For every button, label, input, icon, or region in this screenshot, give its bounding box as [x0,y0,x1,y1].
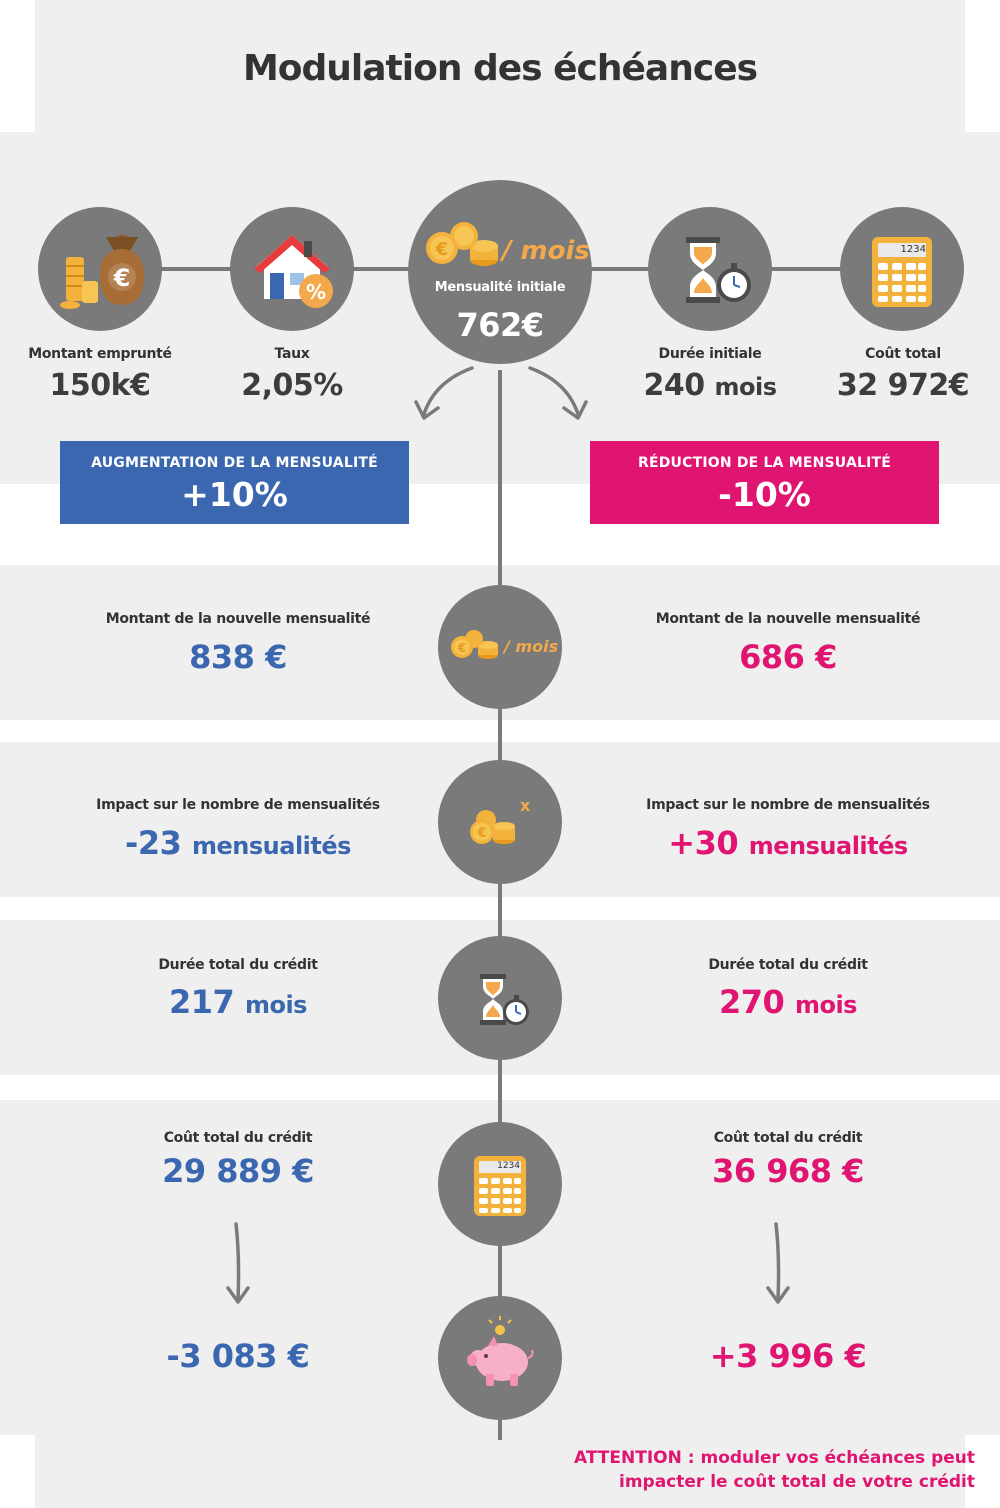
piggy-bank-icon [467,1316,534,1386]
page-title: Modulation des échéances [242,48,758,89]
row-impact-mark: x [520,796,531,815]
arrow-down-right [766,1222,790,1304]
svg-text:€: € [113,264,131,292]
row-impact-circle: € x [438,760,562,884]
warning-text: ATTENTION : moduler vos échéances peut i… [470,1446,975,1494]
mensualite-value: 762€ [456,306,544,344]
arrow-left-curved [414,366,474,420]
house-percent-icon: % [254,235,333,308]
coins-icon: € [451,630,498,659]
warning-line-1: ATTENTION : moduler vos échéances peut [470,1446,975,1470]
row-impact-right-value: +30 mensualités [600,824,976,862]
duree-circle [648,207,772,331]
warning-line1-text: moduler vos échéances peut [700,1448,975,1468]
row-impact-right-number: +30 [668,824,739,862]
row-impact-left-label: Impact sur le nombre de mensualités [96,797,380,813]
coins-multiply-icon: € [470,810,515,844]
warning-prefix: ATTENTION : [573,1448,695,1468]
hourglass-icon [480,974,529,1025]
svg-text:€: € [476,826,486,841]
arrow-right-curved [528,366,588,420]
row-cout-calculator-display: 1234 [497,1161,520,1171]
row-savings-circle [438,1296,562,1420]
row-cout-right-label: Coût total du crédit [713,1130,863,1146]
right-header-title: RÉDUCTION DE LA MENSUALITÉ [637,455,892,471]
title-background [35,0,965,132]
warning-panel [35,1435,965,1508]
hourglass-icon [686,237,751,303]
right-header-box: RÉDUCTION DE LA MENSUALITÉ -10% [590,441,939,524]
row-mensualite-left-label: Montant de la nouvelle mensualité [105,611,371,627]
cout-circle [840,207,964,331]
duree-unit: mois [714,373,778,401]
duree-number: 240 [643,368,705,403]
svg-text:€: € [457,641,466,655]
row-duree-left-label: Durée total du crédit [158,957,318,973]
row-cout-left-label: Coût total du crédit [163,1130,313,1146]
svg-text:€: € [435,239,449,260]
row-mensualite-right-label: Montant de la nouvelle mensualité [655,611,921,627]
row-cout-circle: 1234 [438,1122,562,1246]
row-duree-left-number: 217 [169,983,235,1021]
left-header-value: +10% [181,475,288,514]
row-impact-right-unit: mensualités [748,832,908,860]
row-mensualite-unit: / mois [504,637,559,656]
taux-circle: % [230,207,354,331]
row-cout-right-value: 36 968 € [712,1152,864,1190]
calculator-icon [872,237,932,307]
mensualite-circle: € [408,180,592,364]
mensualite-unit: / mois [502,236,590,266]
row-impact-left-unit: mensualités [192,832,351,860]
calculator-icon [474,1156,526,1216]
row-cout-left-value: 29 889 € [162,1152,314,1190]
coins-icon: € [426,222,498,266]
montant-circle: € [38,207,162,331]
right-header-value: -10% [718,475,811,514]
cout-calculator-display: 1234 [900,244,926,255]
center-vertical-line [498,370,502,1440]
taux-label: Taux [274,346,310,362]
row-duree-circle [438,936,562,1060]
row-duree-right-value: 270 mois [600,983,976,1021]
row-savings-left-value: -3 083 € [166,1337,310,1375]
row-impact-left-number: -23 [125,824,182,862]
row-duree-left-unit: mois [244,991,308,1019]
arrow-down-left [226,1222,250,1304]
cout-label: Coût total [865,346,941,362]
row-mensualite-circle: € / mois [438,585,562,709]
svg-text:%: % [306,280,326,304]
warning-line-2: impacter le coût total de votre crédit [619,1472,975,1492]
taux-value: 2,05% [241,368,343,403]
row-mensualite-right-value: 686 € [739,638,837,676]
row-duree-right-label: Durée total du crédit [708,957,868,973]
duree-value: 240 mois [610,368,810,403]
row-duree-right-unit: mois [794,991,858,1019]
montant-label: Montant emprunté [28,346,172,362]
row-duree-right-number: 270 [719,983,785,1021]
cout-value: 32 972€ [836,368,970,403]
duree-label: Durée initiale [658,346,762,362]
mensualite-label: Mensualité initiale [434,280,566,295]
left-header-title: AUGMENTATION DE LA MENSUALITÉ [91,455,378,471]
row-duree-left-value: 217 mois [60,983,416,1021]
row-impact-left-value: -23 mensualités [60,824,416,862]
left-header-box: AUGMENTATION DE LA MENSUALITÉ +10% [60,441,409,524]
row-savings-right-value: +3 996 € [709,1337,867,1375]
money-bag-icon: € [60,235,145,309]
montant-value: 150k€ [49,368,151,403]
row-mensualite-left-value: 838 € [189,638,287,676]
row-impact-right-label: Impact sur le nombre de mensualités [646,797,930,813]
